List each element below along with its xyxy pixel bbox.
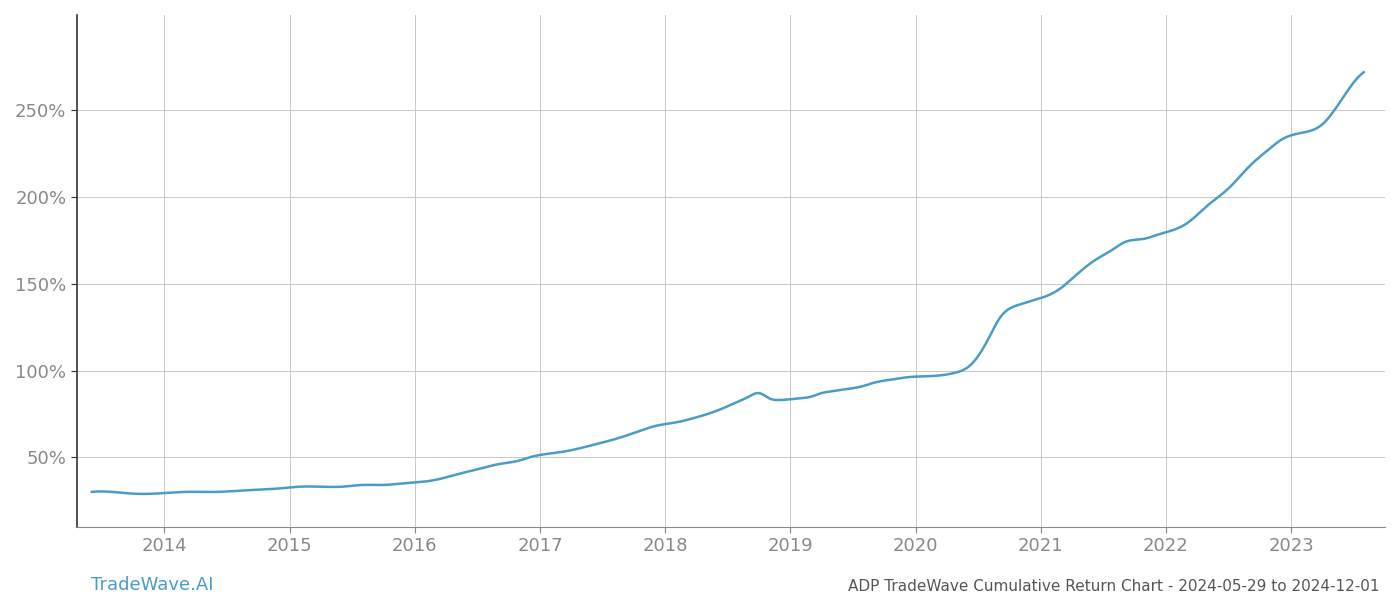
- Text: TradeWave.AI: TradeWave.AI: [91, 576, 213, 594]
- Text: ADP TradeWave Cumulative Return Chart - 2024-05-29 to 2024-12-01: ADP TradeWave Cumulative Return Chart - …: [847, 579, 1379, 594]
